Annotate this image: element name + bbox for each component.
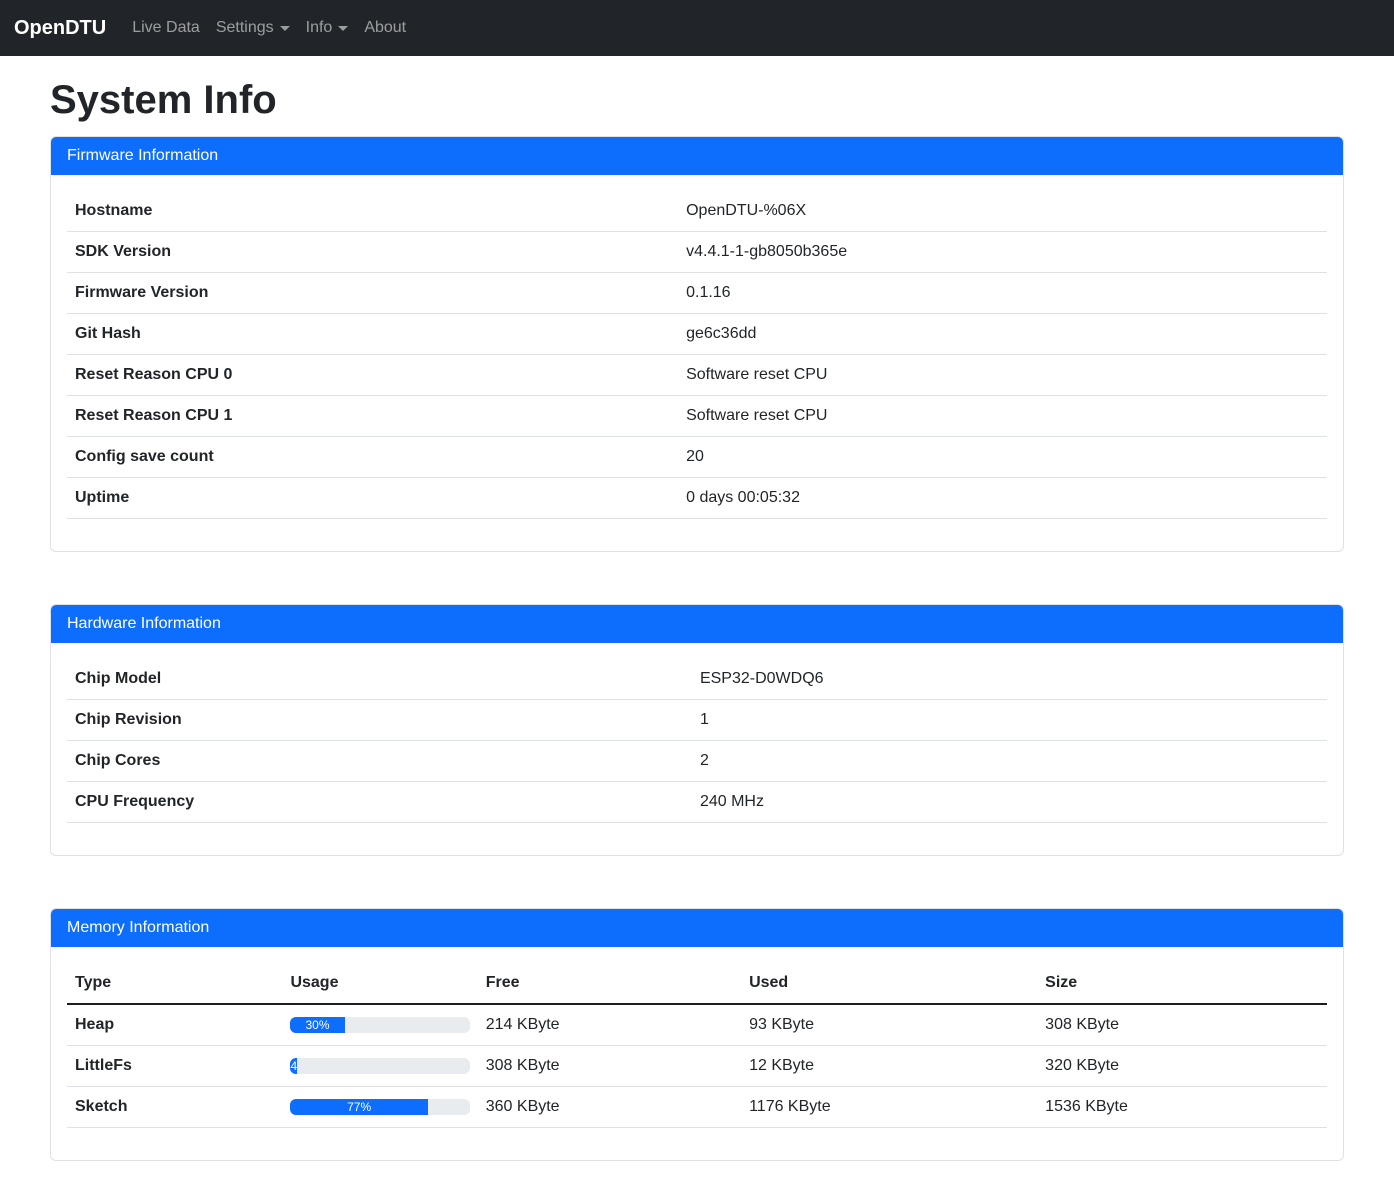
chevron-down-icon (338, 25, 349, 31)
size-value: 308 KByte (1037, 1004, 1327, 1046)
row-label: SDK Version (67, 231, 679, 273)
row-value: 0.1.16 (678, 272, 1327, 314)
row-label: Chip Cores (67, 740, 692, 782)
row-value: ESP32-D0WDQ6 (691, 659, 1327, 700)
table-row: LittleFs 4 308 KByte 12 KByte 320 KByte (67, 1045, 1327, 1087)
firmware-information-card: Firmware Information Hostname OpenDTU-%0… (50, 136, 1344, 552)
row-label: LittleFs (67, 1045, 283, 1087)
nav-item-about[interactable]: About (356, 11, 414, 45)
column-header-used: Used (741, 963, 1038, 1005)
row-label: Sketch (67, 1086, 283, 1128)
row-value: OpenDTU-%06X (678, 191, 1327, 232)
table-row: CPU Frequency 240 MHz (67, 781, 1327, 823)
page-title: System Info (50, 78, 277, 122)
table-row: Chip Revision 1 (67, 699, 1327, 741)
nav-item-label: Info (305, 19, 333, 36)
row-value: 240 MHz (691, 781, 1327, 823)
row-value: Software reset CPU (678, 354, 1327, 396)
column-header-usage: Usage (282, 963, 478, 1005)
table-row: SDK Version v4.4.1-1-gb8050b365e (67, 231, 1327, 273)
navbar: OpenDTU Live Data Settings Info About (0, 0, 1394, 56)
row-value: 2 (691, 740, 1327, 782)
nav-item-settings[interactable]: Settings (208, 11, 298, 45)
usage-progress-bar: 4 (290, 1058, 298, 1074)
used-value: 93 KByte (741, 1004, 1038, 1046)
usage-progress-track: 30% (290, 1017, 470, 1033)
usage-progress-track: 77% (290, 1099, 470, 1115)
used-value: 12 KByte (741, 1045, 1038, 1087)
main-content: System Info Firmware Information Hostnam… (50, 76, 1344, 1161)
free-value: 308 KByte (477, 1045, 742, 1087)
table-row: Reset Reason CPU 0 Software reset CPU (67, 354, 1327, 396)
navbar-nav: Live Data Settings Info About (124, 11, 414, 45)
nav-item-live-data[interactable]: Live Data (124, 11, 208, 45)
column-header-size: Size (1037, 963, 1327, 1005)
table-row: Heap 30% 214 KByte 93 KByte 308 KByte (67, 1004, 1327, 1046)
card-body-firmware: Hostname OpenDTU-%06X SDK Version v4.4.1… (51, 175, 1343, 551)
nav-item-label: Settings (215, 19, 274, 36)
usage-progress-bar: 30% (290, 1017, 345, 1033)
card-body-memory: Type Usage Free Used Size Heap 30% (51, 947, 1343, 1160)
usage-progress-track: 4 (290, 1058, 470, 1074)
row-label: Heap (67, 1004, 283, 1046)
hardware-table: Chip Model ESP32-D0WDQ6 Chip Revision 1 … (67, 659, 1327, 823)
column-header-free: Free (477, 963, 742, 1005)
table-row: Firmware Version 0.1.16 (67, 272, 1327, 314)
table-row: Uptime 0 days 00:05:32 (67, 477, 1327, 519)
memory-information-card: Memory Information Type Usage Free Used … (50, 908, 1344, 1161)
hardware-information-card: Hardware Information Chip Model ESP32-D0… (50, 604, 1344, 856)
table-row: Git Hash ge6c36dd (67, 313, 1327, 355)
size-value: 1536 KByte (1037, 1086, 1327, 1128)
row-label: Hostname (67, 191, 679, 232)
row-label: Chip Model (67, 659, 692, 700)
nav-item-label: About (364, 19, 407, 36)
size-value: 320 KByte (1037, 1045, 1327, 1087)
row-value: 1 (691, 699, 1327, 741)
row-label: Chip Revision (67, 699, 692, 741)
table-row: Hostname OpenDTU-%06X (67, 191, 1327, 232)
row-value: Software reset CPU (678, 395, 1327, 437)
card-header-hardware: Hardware Information (51, 605, 1343, 643)
usage-progress-bar: 77% (290, 1099, 428, 1115)
chevron-down-icon (279, 25, 290, 31)
row-value: ge6c36dd (678, 313, 1327, 355)
table-row: Config save count 20 (67, 436, 1327, 478)
row-label: CPU Frequency (67, 781, 692, 823)
free-value: 214 KByte (477, 1004, 742, 1046)
usage-cell: 30% (282, 1004, 478, 1046)
card-body-hardware: Chip Model ESP32-D0WDQ6 Chip Revision 1 … (51, 643, 1343, 855)
card-header-firmware: Firmware Information (51, 137, 1343, 175)
usage-cell: 4 (282, 1045, 478, 1087)
row-label: Reset Reason CPU 1 (67, 395, 679, 437)
card-header-memory: Memory Information (51, 909, 1343, 947)
row-label: Git Hash (67, 313, 679, 355)
row-label: Firmware Version (67, 272, 679, 314)
table-header-row: Type Usage Free Used Size (67, 963, 1327, 1005)
nav-item-label: Live Data (132, 19, 200, 36)
row-label: Reset Reason CPU 0 (67, 354, 679, 396)
table-row: Reset Reason CPU 1 Software reset CPU (67, 395, 1327, 437)
memory-table: Type Usage Free Used Size Heap 30% (67, 963, 1327, 1128)
usage-cell: 77% (282, 1086, 478, 1128)
nav-item-info[interactable]: Info (298, 11, 357, 45)
used-value: 1176 KByte (741, 1086, 1038, 1128)
row-value: v4.4.1-1-gb8050b365e (678, 231, 1327, 273)
row-value: 20 (678, 436, 1327, 478)
navbar-brand[interactable]: OpenDTU (14, 16, 107, 39)
column-header-type: Type (67, 963, 283, 1005)
row-label: Uptime (67, 477, 679, 519)
table-row: Chip Model ESP32-D0WDQ6 (67, 659, 1327, 700)
table-row: Chip Cores 2 (67, 740, 1327, 782)
table-row: Sketch 77% 360 KByte 1176 KByte 1536 KBy… (67, 1086, 1327, 1128)
firmware-table: Hostname OpenDTU-%06X SDK Version v4.4.1… (67, 191, 1327, 519)
row-label: Config save count (67, 436, 679, 478)
row-value: 0 days 00:05:32 (678, 477, 1327, 519)
free-value: 360 KByte (477, 1086, 742, 1128)
